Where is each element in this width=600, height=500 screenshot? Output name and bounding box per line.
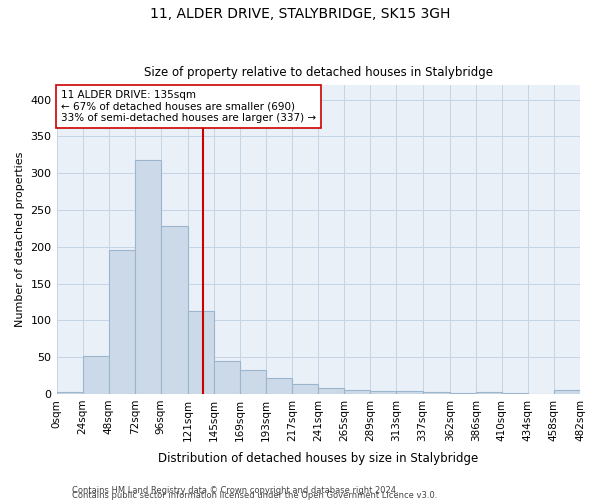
Text: Contains HM Land Registry data © Crown copyright and database right 2024.: Contains HM Land Registry data © Crown c… — [72, 486, 398, 495]
Bar — [397, 391, 422, 394]
Text: Contains public sector information licensed under the Open Government Licence v3: Contains public sector information licen… — [72, 491, 437, 500]
Bar — [56, 392, 83, 394]
Bar — [266, 378, 292, 394]
Bar — [370, 391, 397, 394]
Bar — [135, 160, 161, 394]
Bar — [449, 393, 476, 394]
Bar — [476, 392, 502, 394]
Y-axis label: Number of detached properties: Number of detached properties — [15, 152, 25, 327]
Bar — [554, 390, 580, 394]
Bar — [161, 226, 188, 394]
X-axis label: Distribution of detached houses by size in Stalybridge: Distribution of detached houses by size … — [158, 452, 478, 465]
Bar — [240, 370, 266, 394]
Bar — [344, 390, 370, 394]
Bar — [214, 361, 240, 394]
Bar — [188, 310, 214, 394]
Bar — [109, 250, 135, 394]
Bar — [83, 356, 109, 394]
Bar — [292, 384, 318, 394]
Bar — [318, 388, 344, 394]
Text: 11, ALDER DRIVE, STALYBRIDGE, SK15 3GH: 11, ALDER DRIVE, STALYBRIDGE, SK15 3GH — [150, 8, 450, 22]
Text: 11 ALDER DRIVE: 135sqm
← 67% of detached houses are smaller (690)
33% of semi-de: 11 ALDER DRIVE: 135sqm ← 67% of detached… — [61, 90, 316, 123]
Bar — [502, 393, 528, 394]
Bar — [422, 392, 449, 394]
Title: Size of property relative to detached houses in Stalybridge: Size of property relative to detached ho… — [144, 66, 493, 80]
